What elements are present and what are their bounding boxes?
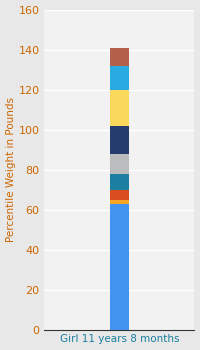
Bar	[110, 154, 129, 174]
Bar	[110, 190, 129, 200]
Bar	[110, 174, 129, 190]
Bar	[110, 204, 129, 330]
Bar	[110, 126, 129, 154]
Bar	[110, 90, 129, 126]
Bar	[110, 199, 129, 204]
Bar	[110, 65, 129, 90]
Bar	[110, 48, 129, 65]
Y-axis label: Percentile Weight in Pounds: Percentile Weight in Pounds	[6, 97, 16, 242]
